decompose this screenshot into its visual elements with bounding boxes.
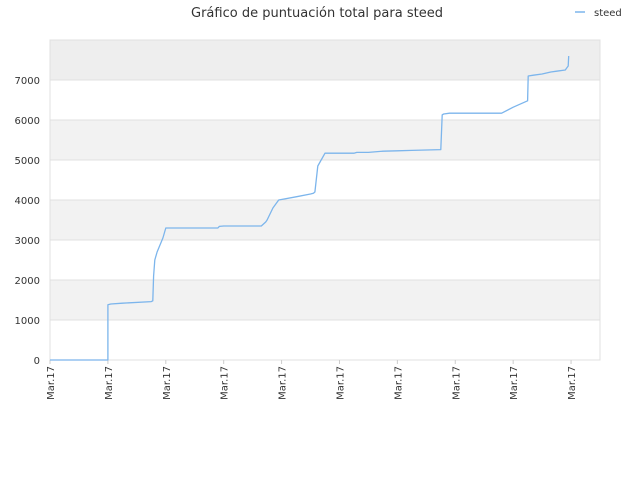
- plot-band: [50, 40, 600, 80]
- y-tick-label: 7000: [15, 76, 40, 87]
- x-tick-label: Mar.17: [567, 366, 578, 400]
- plot-bands: [50, 40, 600, 360]
- chart-title: Gráfico de puntuación total para steed: [191, 6, 443, 21]
- y-tick-label: 0: [34, 356, 40, 367]
- y-tick-label: 4000: [15, 196, 40, 207]
- y-tick-label: 3000: [15, 236, 40, 247]
- x-tick-label: Mar.17: [104, 366, 115, 400]
- x-tick-label: Mar.17: [162, 366, 173, 400]
- legend-label-steed: steed: [594, 8, 622, 19]
- plot-band: [50, 320, 600, 360]
- x-tick-label: Mar.17: [46, 366, 57, 400]
- x-tick-label: Mar.17: [335, 366, 346, 400]
- plot-band: [50, 280, 600, 320]
- x-tick-label: Mar.17: [509, 366, 520, 400]
- y-tick-label: 1000: [15, 316, 40, 327]
- plot-band: [50, 80, 600, 120]
- y-tick-label: 2000: [15, 276, 40, 287]
- plot-band: [50, 200, 600, 240]
- series-group: [50, 55, 570, 361]
- legend[interactable]: steed: [575, 8, 622, 19]
- y-axis: 0 1000 2000 3000 4000 5000 6000 7000: [15, 76, 40, 367]
- y-tick-label: 5000: [15, 156, 40, 167]
- x-tick-label: Mar.17: [220, 366, 231, 400]
- series-line-steed: [50, 55, 570, 361]
- x-tick-label: Mar.17: [451, 366, 462, 400]
- y-tick-label: 6000: [15, 116, 40, 127]
- x-tick-label: Mar.17: [278, 366, 289, 400]
- x-axis: Mar.17 Mar.17 Mar.17 Mar.17 Mar.17 Mar.17 Mar.…: [46, 360, 578, 400]
- grid-lines: [50, 79, 600, 361]
- plot-band: [50, 160, 600, 200]
- x-tick-label: Mar.17: [393, 366, 404, 400]
- plot-band: [50, 240, 600, 280]
